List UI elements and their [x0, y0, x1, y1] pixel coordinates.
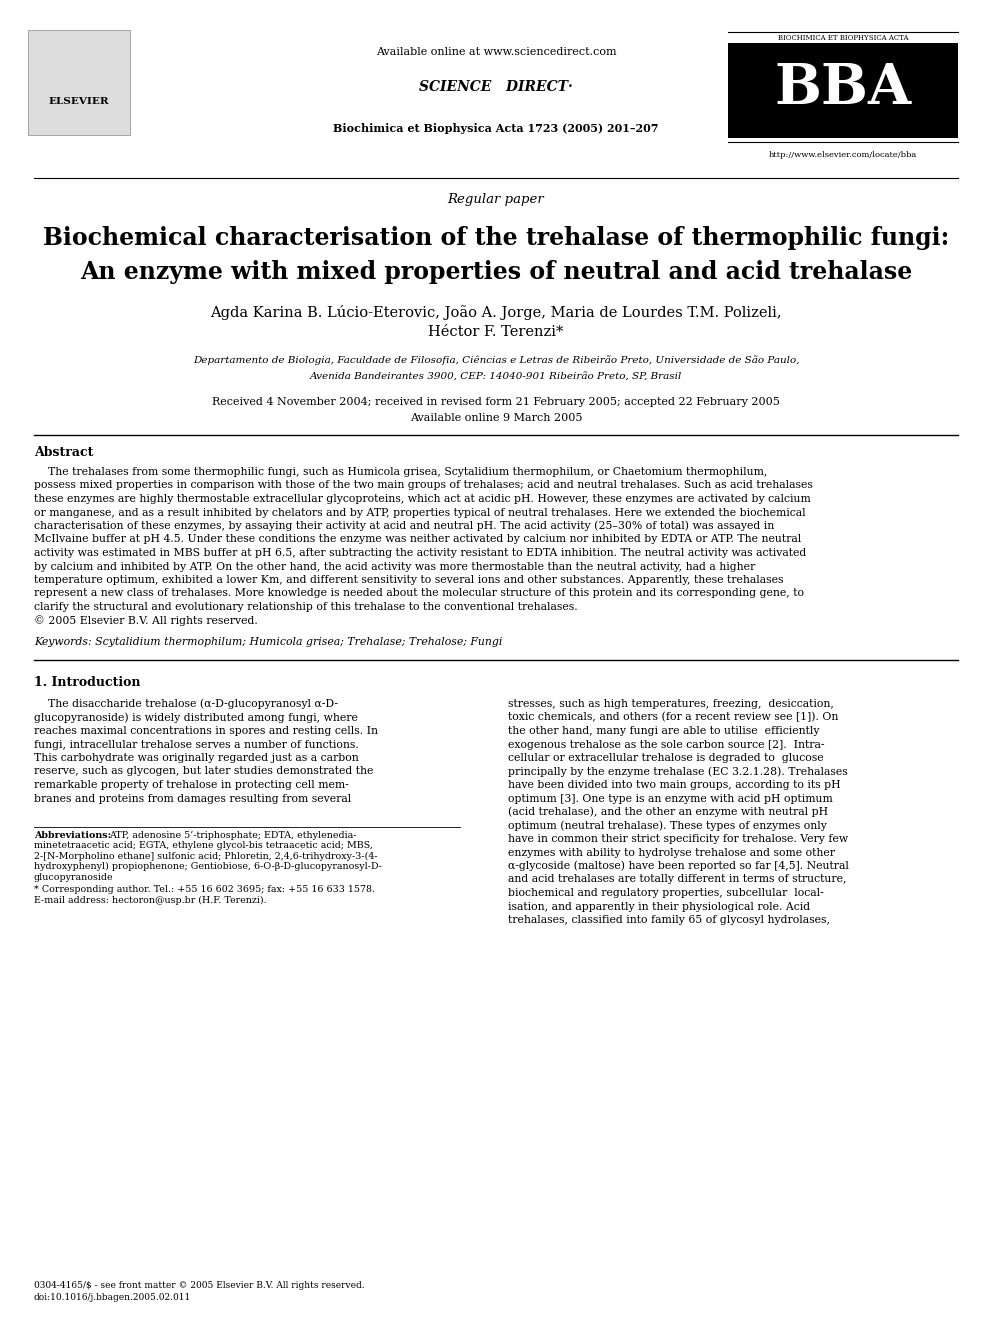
Text: http://www.elsevier.com/locate/bba: http://www.elsevier.com/locate/bba	[769, 151, 918, 159]
Text: Agda Karina B. Lúcio-Eterovic, João A. Jorge, Maria de Lourdes T.M. Polizeli,: Agda Karina B. Lúcio-Eterovic, João A. J…	[210, 304, 782, 319]
Text: by calcium and inhibited by ATP. On the other hand, the acid activity was more t: by calcium and inhibited by ATP. On the …	[34, 561, 755, 572]
Text: (acid trehalase), and the other an enzyme with neutral pH: (acid trehalase), and the other an enzym…	[508, 807, 828, 818]
Text: BBA: BBA	[775, 61, 912, 115]
Text: reaches maximal concentrations in spores and resting cells. In: reaches maximal concentrations in spores…	[34, 726, 378, 736]
Text: SCIENCE   DIRECT·: SCIENCE DIRECT·	[419, 79, 573, 94]
Text: BIOCHIMICA ET BIOPHYSICA ACTA: BIOCHIMICA ET BIOPHYSICA ACTA	[778, 34, 909, 42]
Text: activity was estimated in MBS buffer at pH 6.5, after subtracting the activity r: activity was estimated in MBS buffer at …	[34, 548, 806, 558]
Text: clarify the structural and evolutionary relationship of this trehalase to the co: clarify the structural and evolutionary …	[34, 602, 577, 613]
Text: Available online at www.sciencedirect.com: Available online at www.sciencedirect.co…	[376, 48, 616, 57]
Text: exogenous trehalose as the sole carbon source [2].  Intra-: exogenous trehalose as the sole carbon s…	[508, 740, 824, 750]
Text: and acid trehalases are totally different in terms of structure,: and acid trehalases are totally differen…	[508, 875, 846, 885]
Text: Biochemical characterisation of the trehalase of thermophilic fungi:: Biochemical characterisation of the treh…	[43, 226, 949, 250]
Text: reserve, such as glycogen, but later studies demonstrated the: reserve, such as glycogen, but later stu…	[34, 766, 373, 777]
Text: Keywords: Scytalidium thermophilum; Humicola grisea; Trehalase; Trehalose; Fungi: Keywords: Scytalidium thermophilum; Humi…	[34, 636, 502, 647]
Text: isation, and apparently in their physiological role. Acid: isation, and apparently in their physiol…	[508, 901, 810, 912]
Text: optimum (neutral trehalase). These types of enzymes only: optimum (neutral trehalase). These types…	[508, 820, 827, 831]
Text: the other hand, many fungi are able to utilise  efficiently: the other hand, many fungi are able to u…	[508, 726, 819, 736]
Text: or manganese, and as a result inhibited by chelators and by ATP, properties typi: or manganese, and as a result inhibited …	[34, 508, 806, 517]
Text: 0304-4165/$ - see front matter © 2005 Elsevier B.V. All rights reserved.: 0304-4165/$ - see front matter © 2005 El…	[34, 1281, 365, 1290]
Text: toxic chemicals, and others (for a recent review see [1]). On: toxic chemicals, and others (for a recen…	[508, 712, 838, 722]
Text: Abstract: Abstract	[34, 446, 93, 459]
Text: represent a new class of trehalases. More knowledge is needed about the molecula: represent a new class of trehalases. Mor…	[34, 589, 804, 598]
Text: Regular paper: Regular paper	[447, 193, 545, 206]
Text: Abbreviations:: Abbreviations:	[34, 831, 111, 840]
Text: An enzyme with mixed properties of neutral and acid trehalase: An enzyme with mixed properties of neutr…	[80, 261, 912, 284]
Text: have been divided into two main groups, according to its pH: have been divided into two main groups, …	[508, 781, 840, 790]
Text: glucopyranoside: glucopyranoside	[34, 872, 114, 881]
Text: principally by the enzyme trehalase (EC 3.2.1.28). Trehalases: principally by the enzyme trehalase (EC …	[508, 766, 848, 777]
Text: branes and proteins from damages resulting from several: branes and proteins from damages resulti…	[34, 794, 351, 803]
Text: hydroxyphenyl) propiophenone; Gentiobiose, 6-O-β-D-glucopyranosyl-D-: hydroxyphenyl) propiophenone; Gentiobios…	[34, 863, 382, 871]
Text: doi:10.1016/j.bbagen.2005.02.011: doi:10.1016/j.bbagen.2005.02.011	[34, 1294, 191, 1303]
Text: Héctor F. Terenzi*: Héctor F. Terenzi*	[429, 325, 563, 339]
Text: optimum [3]. One type is an enzyme with acid pH optimum: optimum [3]. One type is an enzyme with …	[508, 794, 832, 803]
Text: possess mixed properties in comparison with those of the two main groups of treh: possess mixed properties in comparison w…	[34, 480, 812, 491]
Text: fungi, intracellular trehalose serves a number of functions.: fungi, intracellular trehalose serves a …	[34, 740, 359, 750]
Text: Avenida Bandeirantes 3900, CEP: 14040-901 Ribeirão Preto, SP, Brasil: Avenida Bandeirantes 3900, CEP: 14040-90…	[310, 373, 682, 381]
Text: E-mail address: hectoron@usp.br (H.F. Terenzi).: E-mail address: hectoron@usp.br (H.F. Te…	[34, 896, 267, 905]
Text: temperature optimum, exhibited a lower Km, and different sensitivity to several : temperature optimum, exhibited a lower K…	[34, 576, 784, 585]
Text: * Corresponding author. Tel.: +55 16 602 3695; fax: +55 16 633 1578.: * Corresponding author. Tel.: +55 16 602…	[34, 885, 375, 894]
Text: remarkable property of trehalose in protecting cell mem-: remarkable property of trehalose in prot…	[34, 781, 349, 790]
Text: these enzymes are highly thermostable extracellular glycoproteins, which act at : these enzymes are highly thermostable ex…	[34, 493, 810, 504]
Text: enzymes with ability to hydrolyse trehalose and some other: enzymes with ability to hydrolyse trehal…	[508, 848, 835, 857]
Text: This carbohydrate was originally regarded just as a carbon: This carbohydrate was originally regarde…	[34, 753, 359, 763]
Text: have in common their strict specificity for trehalose. Very few: have in common their strict specificity …	[508, 833, 848, 844]
Bar	[28, 30, 130, 135]
Text: 1. Introduction: 1. Introduction	[34, 676, 141, 688]
Text: McIlvaine buffer at pH 4.5. Under these conditions the enzyme was neither activa: McIlvaine buffer at pH 4.5. Under these …	[34, 534, 802, 545]
Text: The trehalases from some thermophilic fungi, such as Humicola grisea, Scytalidiu: The trehalases from some thermophilic fu…	[34, 467, 768, 478]
Text: stresses, such as high temperatures, freezing,  desiccation,: stresses, such as high temperatures, fre…	[508, 699, 834, 709]
Text: Departamento de Biologia, Faculdade de Filosofia, Ciências e Letras de Ribeirão : Departamento de Biologia, Faculdade de F…	[192, 355, 800, 365]
Text: ATP, adenosine 5’-triphosphate; EDTA, ethylenedia-: ATP, adenosine 5’-triphosphate; EDTA, et…	[109, 831, 356, 840]
Text: glucopyranoside) is widely distributed among fungi, where: glucopyranoside) is widely distributed a…	[34, 712, 358, 722]
Text: Available online 9 March 2005: Available online 9 March 2005	[410, 413, 582, 423]
Text: © 2005 Elsevier B.V. All rights reserved.: © 2005 Elsevier B.V. All rights reserved…	[34, 615, 258, 626]
Text: 2-[N-Morpholino ethane] sulfonic acid; Phloretin, 2,4,6-trihydroxy-3-(4-: 2-[N-Morpholino ethane] sulfonic acid; P…	[34, 852, 378, 860]
Text: Received 4 November 2004; received in revised form 21 February 2005; accepted 22: Received 4 November 2004; received in re…	[212, 397, 780, 407]
Text: α-glycoside (maltose) have been reported so far [4,5]. Neutral: α-glycoside (maltose) have been reported…	[508, 861, 849, 872]
Text: cellular or extracellular trehalose is degraded to  glucose: cellular or extracellular trehalose is d…	[508, 753, 823, 763]
Text: Biochimica et Biophysica Acta 1723 (2005) 201–207: Biochimica et Biophysica Acta 1723 (2005…	[333, 123, 659, 134]
Text: ELSEVIER: ELSEVIER	[49, 98, 109, 106]
Bar	[728, 44, 958, 138]
Text: biochemical and regulatory properties, subcellular  local-: biochemical and regulatory properties, s…	[508, 888, 823, 898]
Text: minetetraacetic acid; EGTA, ethylene glycol-bis tetraacetic acid; MBS,: minetetraacetic acid; EGTA, ethylene gly…	[34, 841, 373, 849]
Text: The disaccharide trehalose (α-D-glucopyranosyl α-D-: The disaccharide trehalose (α-D-glucopyr…	[34, 699, 338, 709]
Text: trehalases, classified into family 65 of glycosyl hydrolases,: trehalases, classified into family 65 of…	[508, 916, 830, 925]
Text: characterisation of these enzymes, by assaying their activity at acid and neutra: characterisation of these enzymes, by as…	[34, 521, 774, 532]
